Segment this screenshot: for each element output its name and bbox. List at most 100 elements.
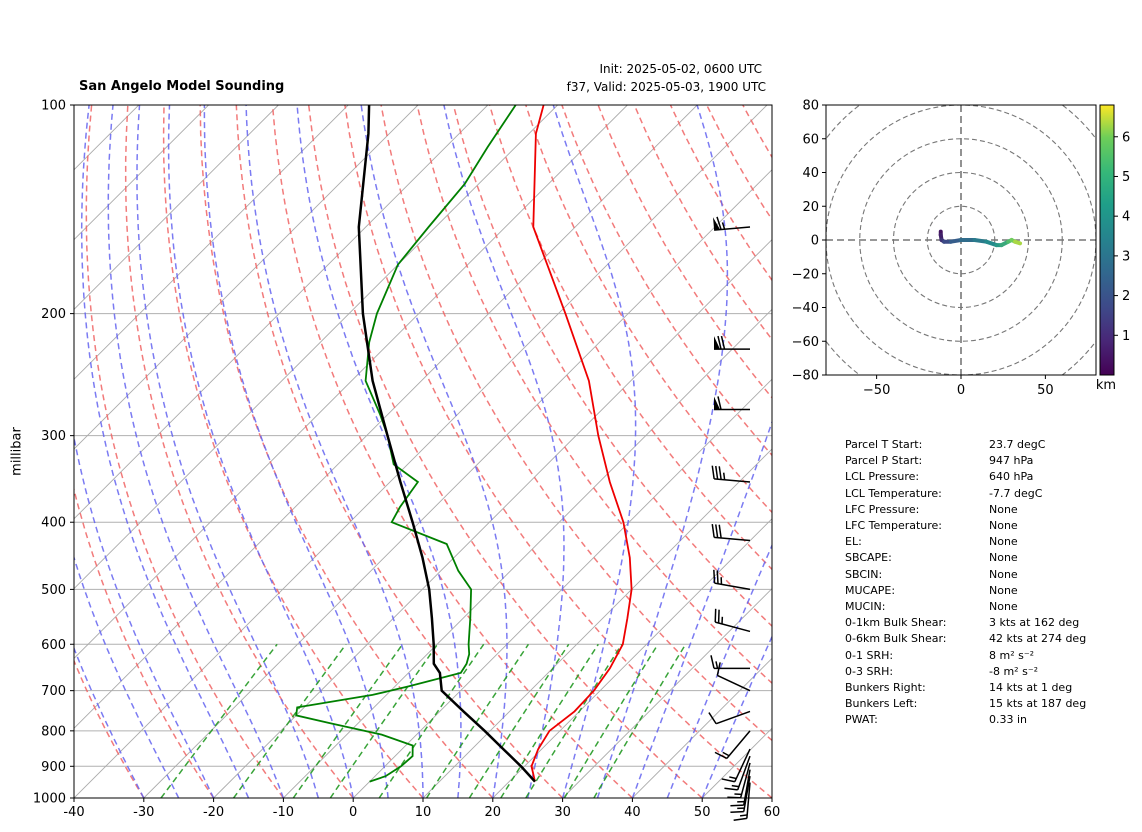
valid-time: f37, Valid: 2025-05-03, 1900 UTC xyxy=(566,80,766,94)
wind-barb xyxy=(711,465,751,483)
y-tick-label: 800 xyxy=(41,724,66,739)
barb-flag xyxy=(713,217,721,231)
barb-half xyxy=(721,222,726,230)
hodograph-segment xyxy=(1013,239,1023,246)
barb-full xyxy=(713,569,716,584)
isotherm xyxy=(74,105,628,660)
moist-adiabat xyxy=(666,543,772,798)
moist-adiabat xyxy=(443,105,565,798)
dewpoint-line xyxy=(295,105,517,783)
isotherm xyxy=(74,105,419,450)
y-tick-label: 700 xyxy=(41,684,66,699)
hodograph-y-tick-label: −40 xyxy=(792,301,819,316)
dry-adiabat xyxy=(235,105,564,798)
wind-barb xyxy=(713,216,751,231)
parameter-name: SBCAPE: xyxy=(845,551,892,565)
isotherm xyxy=(562,587,772,798)
parameter-name: LFC Temperature: xyxy=(845,519,943,533)
wind-barb xyxy=(710,655,750,670)
barb-full xyxy=(718,524,722,539)
barb-staff xyxy=(739,762,751,798)
parameter-value: None xyxy=(989,502,1018,516)
moist-adiabat xyxy=(360,105,508,798)
dry-adiabat xyxy=(307,105,703,798)
parameter-value: -8 m² s⁻² xyxy=(989,664,1039,678)
x-tick-label: 30 xyxy=(554,805,571,820)
barb-half xyxy=(722,751,730,757)
colorbar-label: km xyxy=(1096,378,1116,393)
wind-barb xyxy=(714,608,751,633)
parameter-value: 947 hPa xyxy=(989,454,1034,468)
barb-staff xyxy=(717,674,751,692)
barb-staff xyxy=(726,730,751,759)
parameter-value: 15 kts at 187 deg xyxy=(989,697,1087,711)
dry-adiabat xyxy=(344,105,772,798)
parameter-name: 0-1km Bulk Shear: xyxy=(845,616,947,630)
moist-adiabat xyxy=(107,105,285,798)
wind-barb xyxy=(713,569,751,591)
barb-staff xyxy=(734,748,751,783)
barb-half xyxy=(722,472,726,480)
dry-adiabat xyxy=(199,105,494,798)
parameter-row: LFC Pressure: None xyxy=(845,502,1086,518)
hodograph-plot xyxy=(826,105,1096,375)
colorbar xyxy=(1099,104,1115,376)
mixing-ratio-line xyxy=(525,643,623,798)
parameter-row: 0-3 SRH: -8 m² s⁻² xyxy=(845,664,1086,680)
mixing-ratio-line xyxy=(292,643,404,798)
wind-barb xyxy=(714,335,750,350)
barb-staff xyxy=(736,755,751,791)
parameter-row: LFC Temperature: None xyxy=(845,518,1086,534)
isotherm xyxy=(74,105,558,590)
moist-adiabat xyxy=(74,555,180,798)
dry-adiabat xyxy=(488,105,772,571)
parameter-name: Parcel P Start: xyxy=(845,454,923,468)
parameter-name: SBCIN: xyxy=(845,567,883,581)
parameter-value: None xyxy=(989,583,1018,597)
parameter-row: PWAT: 0.33 in xyxy=(845,712,1086,728)
barb-full xyxy=(730,804,744,807)
barb-staff xyxy=(743,769,751,806)
barb-full xyxy=(724,787,738,791)
moist-adiabat xyxy=(136,105,320,798)
barb-full xyxy=(715,465,719,480)
isotherm xyxy=(283,308,772,798)
dry-adiabat xyxy=(452,105,772,628)
x-tick-label: -30 xyxy=(133,805,154,820)
hodograph-y-tick-label: −60 xyxy=(792,335,819,350)
barb-staff xyxy=(714,478,751,483)
barb-full xyxy=(710,655,715,669)
colorbar-tick-label: 6 xyxy=(1122,130,1130,145)
parameter-row: 0-6km Bulk Shear: 42 kts at 274 deg xyxy=(845,631,1086,647)
parameter-value: None xyxy=(989,567,1018,581)
isotherm xyxy=(74,105,279,311)
parameter-row: LCL Temperature: -7.7 degC xyxy=(845,486,1086,502)
chart-title: San Angelo Model Sounding xyxy=(79,79,285,94)
parameter-name: MUCAPE: xyxy=(845,583,896,597)
parameter-value: 640 hPa xyxy=(989,470,1034,484)
isotherm xyxy=(352,378,772,798)
moist-adiabat xyxy=(167,105,354,798)
x-tick-label: 10 xyxy=(415,805,432,820)
parameter-row: MUCIN: None xyxy=(845,599,1086,615)
moist-adiabat xyxy=(245,105,424,798)
isotherm xyxy=(74,105,698,729)
dry-adiabat xyxy=(74,486,215,798)
parameter-row: 0-1 SRH: 8 m² s⁻² xyxy=(845,648,1086,664)
mixing-ratio-line xyxy=(593,643,687,798)
moist-adiabat xyxy=(296,105,462,798)
parameter-row: Parcel T Start: 23.7 degC xyxy=(845,437,1086,453)
hodograph-y-tick-label: −20 xyxy=(792,267,819,282)
barb-full xyxy=(721,778,735,783)
wind-barb xyxy=(708,710,751,725)
isotherm xyxy=(632,657,772,798)
x-tick-label: 0 xyxy=(349,805,357,820)
skew-t-background xyxy=(74,105,772,798)
y-tick-label: 300 xyxy=(41,429,66,444)
hodograph-x-tick-label: 50 xyxy=(1037,383,1054,398)
colorbar-tick-label: 3 xyxy=(1122,249,1130,264)
parameter-value: 3 kts at 162 deg xyxy=(989,616,1080,630)
dry-adiabat xyxy=(124,105,354,798)
moist-adiabat xyxy=(74,646,145,798)
parameter-name: Bunkers Left: xyxy=(845,697,918,711)
